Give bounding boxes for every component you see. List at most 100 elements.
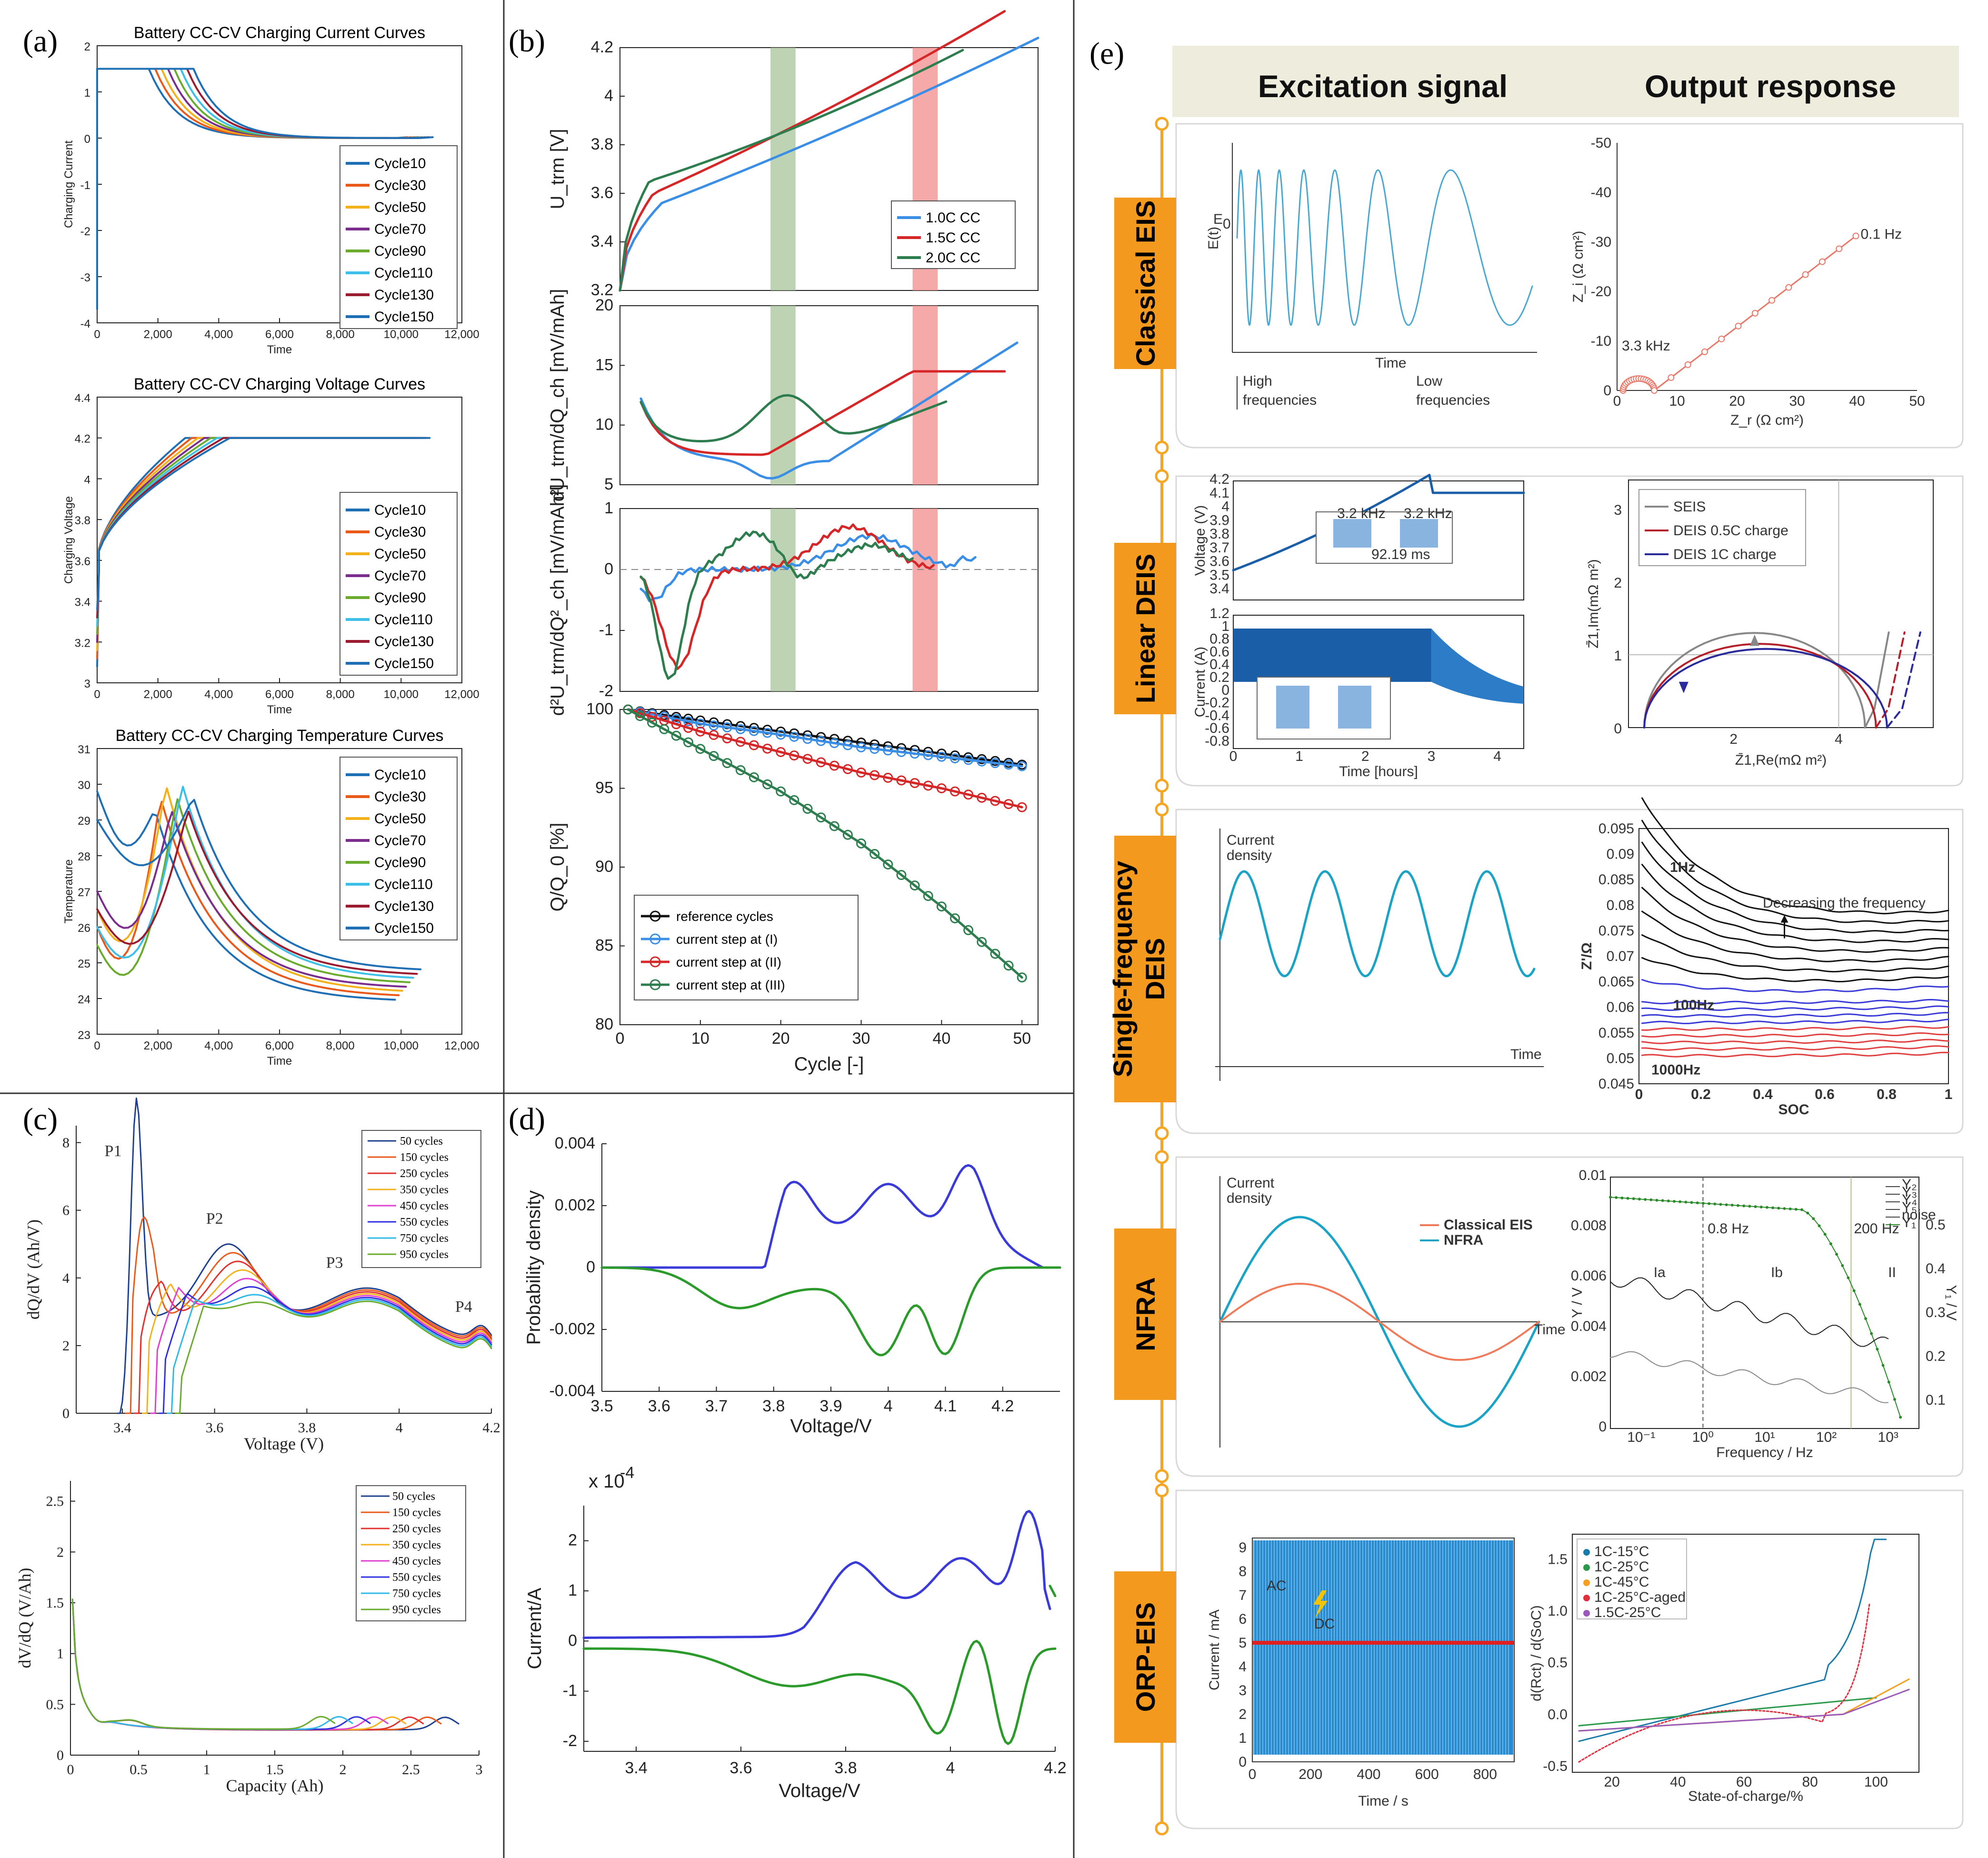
nyquist-point [1852,232,1859,240]
legend-label: Y₁ [1902,1215,1916,1230]
y-tick-label: 1 [1221,619,1229,634]
x-tick-label: 3.7 [705,1397,728,1415]
x-tick-label: 3 [1428,749,1436,764]
legend-label: Cycle10 [374,156,426,171]
dc-label: DC [1314,1616,1335,1632]
series-line-Cycle70 [96,811,407,988]
x-tick-label: 4 [946,1759,955,1777]
data-point [749,726,759,736]
data-point [963,752,974,762]
nyquist-point [1768,297,1776,304]
data-point [963,925,974,935]
series-line-1.0C CC [619,37,1039,292]
series-line-2.0C CC [639,530,914,680]
y-tick-label: 0.05 [1607,1050,1634,1066]
series-line-950 cycles [175,1300,492,1414]
y-axis-label: dQ/dV (Ah/V) [24,1219,43,1319]
x-tick-label: 20 [1604,1774,1620,1790]
row-tag: NFRA [1130,1277,1160,1351]
legend-label: Y₃ [1902,1184,1917,1200]
row-card [1175,123,1964,449]
data-point [869,849,880,859]
y-tick-label: 0.075 [1598,923,1634,939]
legend-label: 750 cycles [400,1232,449,1245]
data-point [1835,1253,1838,1256]
exc-xlabel: Time [1375,355,1407,371]
nyquist-point [1802,271,1809,278]
y-tick-label: 0.8 [1209,631,1229,647]
x-tick-label: 3.8 [762,1397,785,1415]
voltage-line [1232,474,1525,571]
x-tick-label: 12,000 [444,1039,479,1052]
y-tick-label: 9 [1239,1540,1247,1556]
data-point [869,744,880,754]
data-point [950,786,960,797]
out-xlabel: SOC [1778,1102,1809,1118]
x-tick-label: 200 [1299,1767,1322,1782]
data-point [722,758,732,769]
y-tick-label: 5 [604,475,613,493]
y-tick-label: -50 [1591,135,1611,151]
y-tick-label: 0 [1239,1754,1247,1770]
data-point [1777,1207,1780,1210]
data-point [1759,1205,1763,1209]
x-tick-label: 8,000 [326,1039,355,1052]
legend-row5: 1C-15°C1C-25°C1C-45°C1C-25°C-aged1.5C-25… [1577,1538,1687,1620]
series-line-Classical EIS [1219,1283,1540,1361]
legend-label: 50 cycles [392,1490,435,1503]
legend-label: 1.5C-25°C [1594,1605,1661,1620]
legend-marker [649,910,661,922]
y-tick-label: 0 [1221,682,1229,698]
y-tick-label: 24 [78,993,90,1006]
inset-label: 3.2 kHz [1404,506,1452,521]
legend-label: SEIS [1673,499,1706,515]
data-point [977,792,987,803]
data-point [883,859,893,869]
y-tick-label: 4.2 [75,433,90,446]
series-line-1.5C CC [639,370,1006,456]
timeline-node [1155,469,1169,483]
legend-label: Cycle70 [374,833,426,849]
y-tick-label: 30 [78,779,90,792]
series-line-discharge [582,1639,1057,1745]
region-mark: 0.8 Hz [1708,1221,1749,1237]
plot-frame [1628,479,1934,728]
data-point [1661,1199,1664,1202]
y-tick-label: 0.08 [1607,898,1634,913]
y-tick-label: 0.045 [1598,1076,1634,1092]
series-line-Cycle30 [96,800,400,997]
data-point [963,755,974,765]
frequency-curve [1641,864,1949,943]
data-point [950,753,960,764]
frequency-curve [1641,1012,1949,1018]
y-tick-label: 0 [62,1406,70,1421]
x-tick-label: 0 [616,1029,625,1048]
data-point [1620,1196,1624,1199]
x-axis-label: Voltage/V [790,1416,872,1437]
data-point [1806,1211,1809,1215]
inset-burst [1400,519,1438,548]
y-tick-label: -3 [80,271,90,284]
y-tick-label: 3.4 [1209,581,1229,597]
data-point [1737,1204,1740,1207]
legend-marker [649,956,661,968]
marker [1678,681,1688,693]
x-tick-label: 4.2 [991,1397,1014,1415]
data-point [829,821,839,831]
legend-label: 1.5C CC [926,230,980,246]
data-point [1812,1217,1815,1220]
x-tick-label: 800 [1473,1767,1497,1782]
x-tick-label: 400 [1357,1767,1380,1782]
x-tick-label: 3.8 [298,1420,316,1436]
x-tick-label: 10,000 [384,328,419,341]
y-tick-label: -0.2 [1205,695,1229,711]
series-line-current step at (III) [627,708,1023,979]
x-tick-label: 50 [1013,1029,1031,1048]
legend-frame [891,200,1016,269]
series-line-50 cycles [117,1097,492,1414]
data-point [1017,972,1027,983]
y2-tick-label: 0.2 [1926,1349,1946,1364]
data-point [1632,1197,1635,1200]
data-point [923,891,933,901]
